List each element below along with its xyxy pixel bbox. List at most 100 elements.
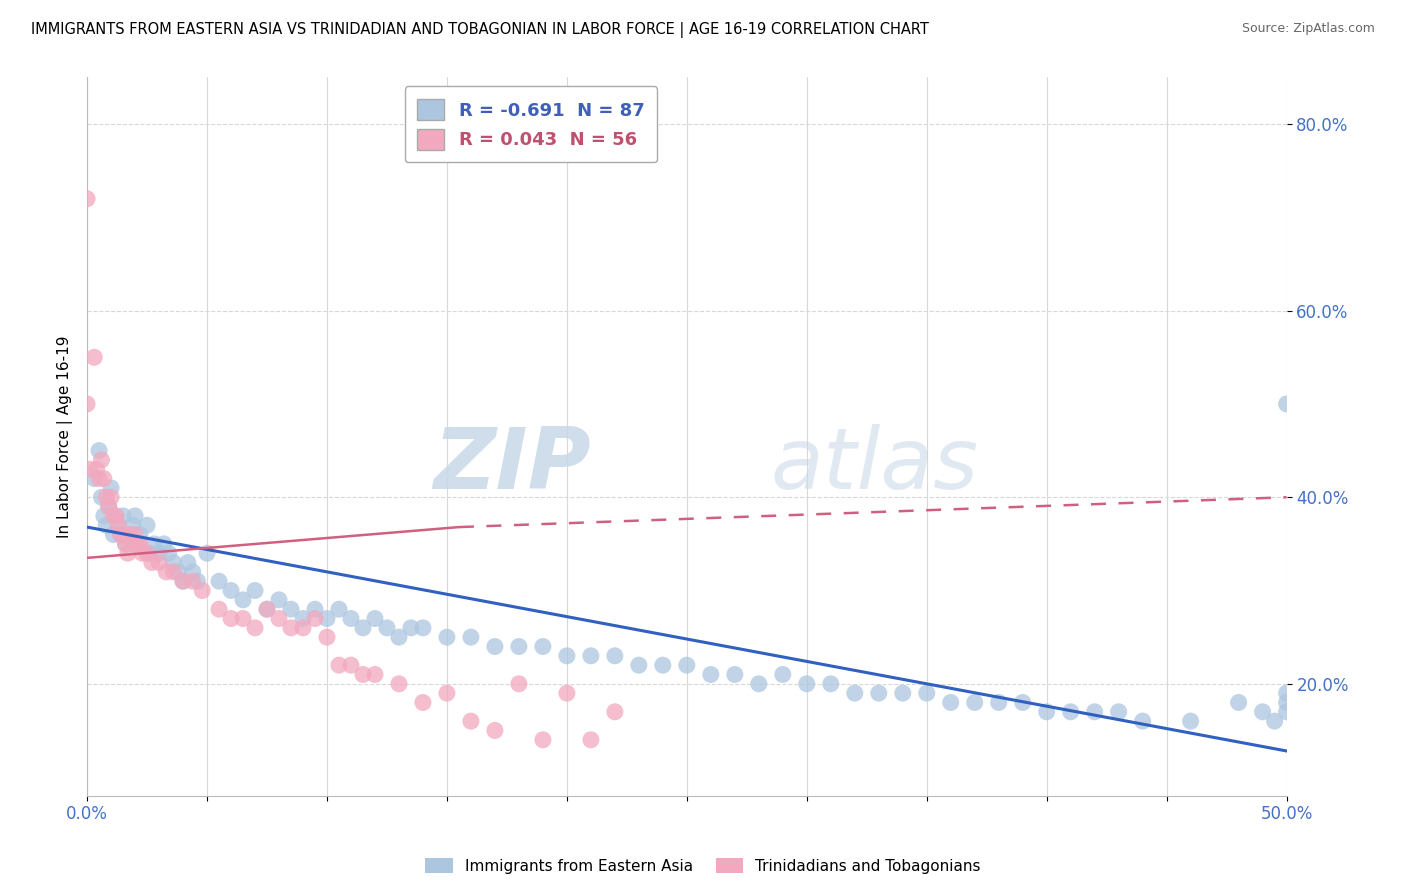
Point (508, 640, 530, 654)
Point (121, 518, 143, 533)
Point (388, 630, 411, 644)
Point (124, 527, 146, 541)
Text: Source: ZipAtlas.com: Source: ZipAtlas.com (1241, 22, 1375, 36)
Point (100, 481, 122, 495)
Point (162, 556, 184, 570)
Legend: Immigrants from Eastern Asia, Trinidadians and Tobagonians: Immigrants from Eastern Asia, Trinidadia… (419, 852, 987, 880)
Point (112, 527, 135, 541)
Point (531, 640, 554, 654)
Point (267, 592, 290, 607)
Point (724, 667, 747, 681)
Point (412, 696, 434, 710)
Point (76, 192, 98, 206)
Point (104, 508, 127, 523)
Point (87, 472, 110, 486)
Point (148, 556, 170, 570)
Point (820, 677, 842, 691)
Point (83, 351, 105, 365)
Point (177, 556, 200, 570)
Point (155, 565, 177, 579)
Point (87, 443, 110, 458)
Point (136, 546, 159, 560)
Point (316, 630, 339, 644)
Point (86, 462, 108, 476)
Point (1035, 705, 1057, 719)
Point (243, 621, 266, 635)
Point (1251, 705, 1274, 719)
Point (186, 574, 208, 589)
Point (243, 583, 266, 598)
Point (96, 518, 118, 533)
Point (748, 677, 770, 691)
Point (138, 546, 160, 560)
Point (399, 621, 422, 635)
Point (127, 537, 149, 551)
Point (117, 546, 139, 560)
Point (195, 546, 218, 560)
Point (191, 583, 214, 598)
Point (304, 602, 326, 616)
Point (141, 556, 163, 570)
Point (291, 621, 314, 635)
Point (93, 508, 115, 523)
Point (1180, 714, 1202, 728)
Legend: R = -0.691  N = 87, R = 0.043  N = 56: R = -0.691 N = 87, R = 0.043 N = 56 (405, 87, 657, 162)
Point (436, 630, 458, 644)
Point (1275, 705, 1298, 719)
Point (676, 658, 699, 673)
Point (844, 686, 866, 700)
Point (104, 508, 127, 523)
Point (103, 508, 125, 523)
Point (124, 508, 146, 523)
Point (1275, 686, 1298, 700)
Point (107, 518, 129, 533)
Point (90, 490, 112, 504)
Point (114, 537, 136, 551)
Point (352, 621, 374, 635)
Point (1227, 696, 1250, 710)
Text: atlas: atlas (770, 424, 979, 507)
Point (579, 648, 602, 663)
Point (143, 537, 166, 551)
Point (162, 565, 184, 579)
Point (172, 574, 194, 589)
Point (915, 686, 938, 700)
Point (128, 537, 150, 551)
Point (891, 686, 914, 700)
Point (110, 527, 132, 541)
Point (987, 696, 1010, 710)
Point (103, 527, 125, 541)
Point (112, 508, 135, 523)
Point (603, 705, 626, 719)
Point (436, 686, 458, 700)
Point (100, 490, 122, 504)
Y-axis label: In Labor Force | Age 16-19: In Labor Force | Age 16-19 (58, 335, 73, 538)
Point (460, 630, 482, 644)
Point (291, 611, 314, 625)
Point (208, 602, 231, 616)
Point (1084, 705, 1107, 719)
Point (555, 648, 578, 663)
Point (181, 565, 204, 579)
Point (97, 500, 120, 514)
Point (700, 667, 723, 681)
Point (963, 696, 986, 710)
Point (96, 490, 118, 504)
Point (267, 611, 290, 625)
Point (256, 602, 278, 616)
Point (110, 527, 132, 541)
Text: IMMIGRANTS FROM EASTERN ASIA VS TRINIDADIAN AND TOBAGONIAN IN LABOR FORCE | AGE : IMMIGRANTS FROM EASTERN ASIA VS TRINIDAD… (31, 22, 929, 38)
Point (328, 658, 350, 673)
Point (484, 640, 506, 654)
Point (939, 696, 962, 710)
Point (603, 648, 626, 663)
Point (651, 658, 673, 673)
Point (79, 462, 101, 476)
Point (460, 714, 482, 728)
Point (90, 453, 112, 467)
Point (280, 602, 302, 616)
Point (1011, 696, 1033, 710)
Point (114, 537, 136, 551)
Point (304, 611, 326, 625)
Point (1108, 705, 1130, 719)
